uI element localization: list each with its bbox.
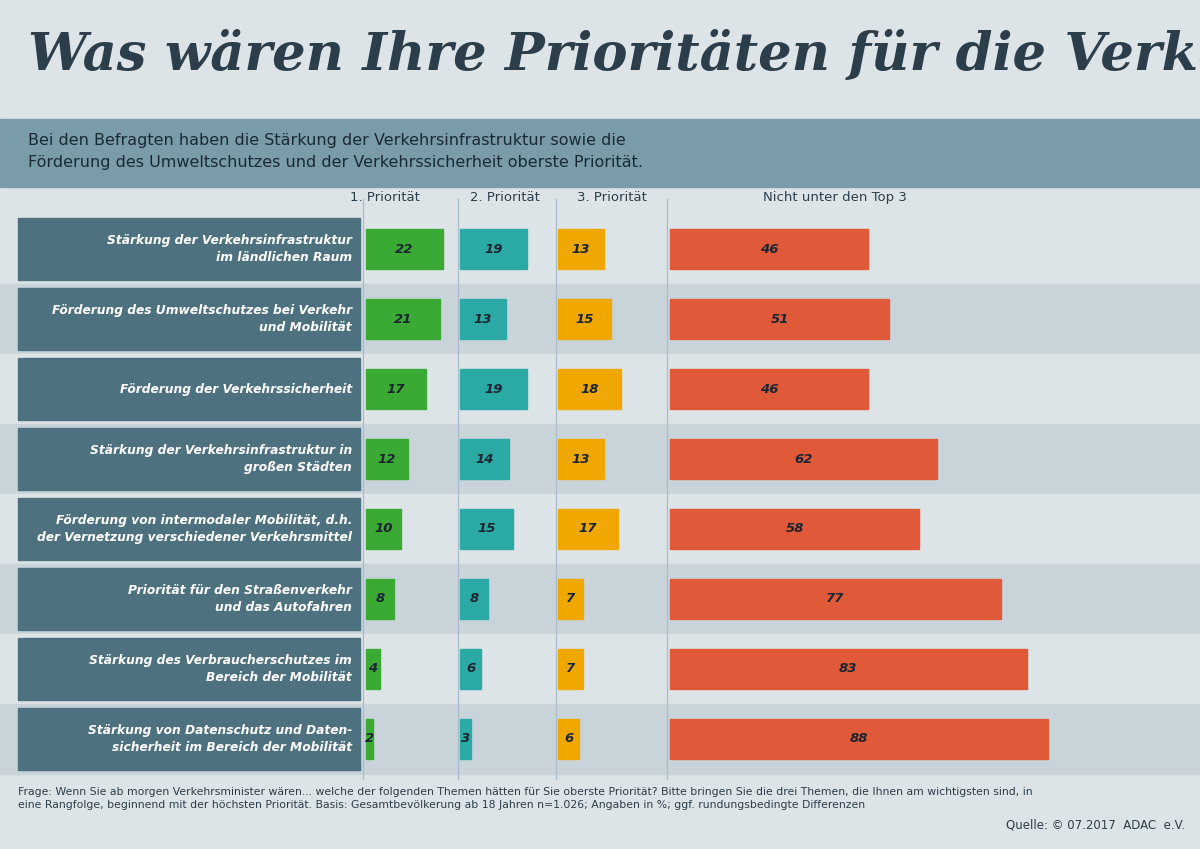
- Bar: [366, 439, 408, 480]
- Bar: [18, 708, 360, 769]
- Text: 2. Priorität: 2. Priorität: [470, 191, 540, 204]
- Bar: [366, 649, 380, 689]
- Bar: [558, 439, 604, 480]
- Text: 2: 2: [365, 733, 374, 745]
- Text: 15: 15: [478, 522, 496, 536]
- Text: 17: 17: [386, 383, 406, 396]
- Text: 13: 13: [571, 243, 590, 256]
- Text: 19: 19: [484, 383, 503, 396]
- Text: 22: 22: [395, 243, 414, 256]
- Bar: [0, 354, 1200, 424]
- Bar: [670, 299, 889, 340]
- Text: 8: 8: [469, 593, 479, 605]
- Text: Nicht unter den Top 3: Nicht unter den Top 3: [763, 191, 907, 204]
- Bar: [558, 509, 618, 549]
- Text: 6: 6: [466, 662, 475, 676]
- Text: 17: 17: [578, 522, 598, 536]
- Text: Was wären Ihre Prioritäten für die Verkehrspolitik?: Was wären Ihre Prioritäten für die Verke…: [28, 29, 1200, 81]
- Bar: [670, 579, 1001, 619]
- Bar: [670, 719, 1049, 759]
- Bar: [366, 719, 373, 759]
- Bar: [460, 368, 527, 409]
- Bar: [0, 284, 1200, 354]
- Text: 58: 58: [786, 522, 804, 536]
- Bar: [0, 424, 1200, 494]
- Text: 3. Priorität: 3. Priorität: [577, 191, 647, 204]
- Bar: [460, 439, 509, 480]
- Text: Förderung von intermodaler Mobilität, d.h.
der Vernetzung verschiedener Verkehrs: Förderung von intermodaler Mobilität, d.…: [37, 514, 352, 543]
- Bar: [0, 634, 1200, 704]
- Bar: [460, 509, 512, 549]
- Bar: [18, 218, 360, 279]
- Text: Priorität für den Straßenverkehr
und das Autofahren: Priorität für den Straßenverkehr und das…: [128, 584, 352, 614]
- Bar: [0, 214, 1200, 284]
- Bar: [460, 719, 470, 759]
- Bar: [366, 228, 443, 269]
- Text: 51: 51: [770, 312, 788, 325]
- Bar: [460, 228, 527, 269]
- Text: 4: 4: [368, 662, 378, 676]
- Text: 77: 77: [827, 593, 845, 605]
- Bar: [366, 579, 394, 619]
- Bar: [366, 368, 426, 409]
- Bar: [18, 498, 360, 559]
- Text: Stärkung des Verbraucherschutzes im
Bereich der Mobilität: Stärkung des Verbraucherschutzes im Bere…: [89, 655, 352, 683]
- Text: 88: 88: [850, 733, 869, 745]
- Bar: [558, 299, 611, 340]
- Text: 15: 15: [575, 312, 594, 325]
- Text: 6: 6: [564, 733, 574, 745]
- Bar: [0, 119, 1200, 187]
- Text: Stärkung der Verkehrsinfrastruktur
im ländlichen Raum: Stärkung der Verkehrsinfrastruktur im lä…: [107, 234, 352, 264]
- Text: 18: 18: [581, 383, 599, 396]
- Text: 8: 8: [376, 593, 385, 605]
- Bar: [558, 579, 582, 619]
- Bar: [366, 299, 439, 340]
- Text: Stärkung von Datenschutz und Daten-
sicherheit im Bereich der Mobilität: Stärkung von Datenschutz und Daten- sich…: [88, 724, 352, 754]
- Text: 7: 7: [565, 662, 575, 676]
- Bar: [558, 649, 582, 689]
- Text: 21: 21: [394, 312, 412, 325]
- Bar: [670, 439, 936, 480]
- Bar: [0, 494, 1200, 564]
- Text: 1. Priorität: 1. Priorität: [350, 191, 420, 204]
- Bar: [558, 719, 580, 759]
- Text: Bei den Befragten haben die Stärkung der Verkehrsinfrastruktur sowie die
Förderu: Bei den Befragten haben die Stärkung der…: [28, 133, 643, 170]
- Bar: [18, 429, 360, 490]
- Text: 3: 3: [461, 733, 470, 745]
- Bar: [670, 368, 868, 409]
- Text: 12: 12: [378, 453, 396, 465]
- Text: 46: 46: [760, 383, 778, 396]
- Bar: [670, 649, 1027, 689]
- Bar: [0, 704, 1200, 774]
- Bar: [18, 358, 360, 419]
- Bar: [460, 579, 488, 619]
- Bar: [0, 564, 1200, 634]
- Bar: [670, 509, 919, 549]
- Text: 7: 7: [565, 593, 575, 605]
- Text: Förderung des Umweltschutzes bei Verkehr
und Mobilität: Förderung des Umweltschutzes bei Verkehr…: [52, 304, 352, 334]
- Bar: [18, 638, 360, 700]
- Bar: [558, 228, 604, 269]
- Bar: [366, 509, 401, 549]
- Bar: [18, 569, 360, 630]
- Text: 62: 62: [794, 453, 812, 465]
- Text: Stärkung der Verkehrsinfrastruktur in
großen Städten: Stärkung der Verkehrsinfrastruktur in gr…: [90, 444, 352, 474]
- Text: 14: 14: [475, 453, 493, 465]
- Bar: [18, 289, 360, 350]
- Text: 46: 46: [760, 243, 778, 256]
- Text: Quelle: © 07.2017  ADAC  e.V.: Quelle: © 07.2017 ADAC e.V.: [1006, 818, 1186, 831]
- Bar: [460, 299, 505, 340]
- Bar: [670, 228, 868, 269]
- Text: 19: 19: [484, 243, 503, 256]
- Bar: [558, 368, 622, 409]
- Bar: [460, 649, 481, 689]
- Text: 13: 13: [571, 453, 590, 465]
- Text: 10: 10: [374, 522, 392, 536]
- Text: 13: 13: [474, 312, 492, 325]
- Text: 83: 83: [839, 662, 858, 676]
- Text: Frage: Wenn Sie ab morgen Verkehrsminister wären... welche der folgenden Themen : Frage: Wenn Sie ab morgen Verkehrsminist…: [18, 787, 1033, 810]
- Text: Förderung der Verkehrssicherheit: Förderung der Verkehrssicherheit: [120, 383, 352, 396]
